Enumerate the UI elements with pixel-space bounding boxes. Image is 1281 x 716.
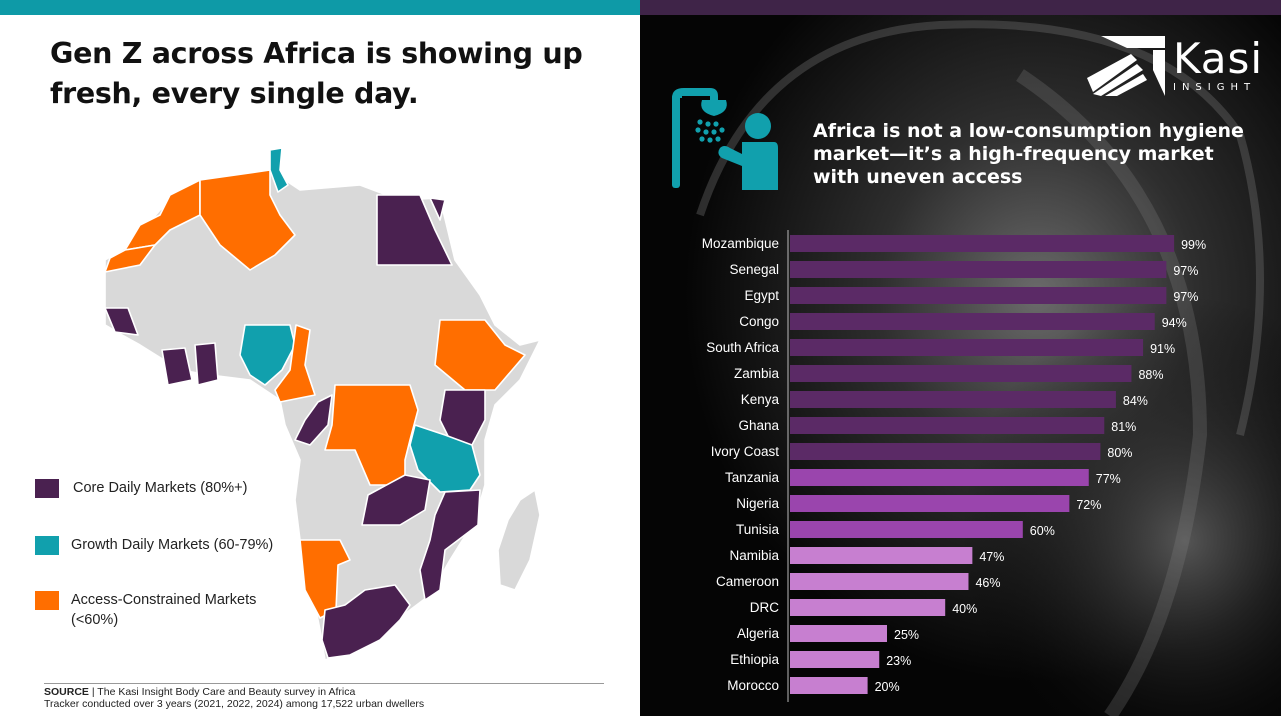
bar-kenya [790,391,1116,408]
category-label: Kenya [741,392,780,407]
value-label: 84% [1123,394,1148,408]
bar-algeria [790,625,887,642]
category-label: Ethiopia [730,652,779,667]
legend-growth-daily: Growth Daily Markets (60-79%) [35,535,273,555]
map-algeria [199,169,296,271]
legend-core-daily: Core Daily Markets (80%+) [35,478,247,498]
shower-person-icon [672,88,778,190]
value-label: 23% [886,654,911,668]
category-label: Tanzania [725,470,780,485]
top-accent-bar [0,0,640,15]
category-label: Nigeria [736,496,779,511]
value-label: 46% [975,576,1000,590]
map-mozambique [419,489,481,601]
value-label: 25% [894,628,919,642]
category-label: Zambia [734,366,780,381]
kasi-logo: Kasi INSIGHT [1087,36,1277,100]
category-label: Senegal [729,262,779,277]
bar-mozambique [790,235,1175,252]
map-morocco-south [104,244,156,273]
bar-ghana [790,417,1105,434]
map-sinai [429,197,446,221]
value-label: 80% [1107,446,1132,460]
category-label: South Africa [706,340,779,355]
top-accent-bar-dark [640,0,1281,15]
value-label: 77% [1096,472,1121,486]
map-south-africa [321,584,411,659]
value-label: 72% [1076,498,1101,512]
category-label: DRC [750,600,779,615]
bar-tanzania [790,469,1089,486]
bar-senegal [790,261,1167,278]
logo-wordmark: Kasi [1173,34,1264,83]
bar-tunisia [790,521,1023,538]
bar-south-africa [790,339,1144,356]
chart-title: Africa is not a low-consumption hygiene … [813,120,1244,188]
value-label: 91% [1150,342,1175,356]
headline: Gen Z across Africa is showing up fresh,… [50,37,583,110]
legend-access-constrained: Access-Constrained Markets (<60%) [35,590,281,630]
bar-nigeria [790,495,1070,512]
category-label: Ghana [738,418,779,433]
value-label: 47% [979,550,1004,564]
source-divider [44,683,604,684]
bar-egypt [790,287,1167,304]
right-panel: Kasi INSIGHT Africa is not a low-consump… [640,0,1281,716]
category-label: Morocco [727,678,779,693]
value-label: 40% [952,602,977,616]
category-label: Cameroon [716,574,779,589]
bar-congo [790,313,1155,330]
logo-subtitle: INSIGHT [1173,82,1257,93]
source-text: | The Kasi Insight Body Care and Beauty … [88,686,356,698]
legend-swatch-core [35,479,59,498]
category-label: Mozambique [702,236,779,251]
map-zambia [361,474,431,526]
map-nigeria [239,324,296,386]
source-note: SOURCE | The Kasi Insight Body Care and … [44,686,424,710]
legend-swatch-access [35,591,59,610]
value-label: 81% [1111,420,1136,434]
left-panel: Gen Z across Africa is showing up fresh,… [0,0,640,716]
category-label: Congo [739,314,779,329]
map-tunisia [269,147,289,193]
value-label: 88% [1138,368,1163,382]
bar-cameroon [790,573,969,590]
value-label: 94% [1162,316,1187,330]
map-ethiopia [434,319,526,391]
legend-label-growth: Growth Daily Markets (60-79%) [71,537,274,553]
map-ghana [194,342,219,386]
category-label: Egypt [744,288,779,303]
bar-ivory-coast [790,443,1101,460]
value-label: 97% [1173,264,1198,278]
category-label: Tunisia [736,522,780,537]
map-madagascar [497,489,541,591]
bar-morocco [790,677,868,694]
legend-swatch-growth [35,536,59,555]
map-congo [294,394,333,446]
legend-label-core: Core Daily Markets (80%+) [73,480,248,496]
source-label: SOURCE [44,686,89,698]
map-senegal [104,307,139,336]
category-label: Algeria [737,626,780,641]
source-line2: Tracker conducted over 3 years (2021, 20… [44,698,425,710]
map-cameroon [274,324,316,403]
value-label: 60% [1030,524,1055,538]
value-label: 97% [1173,290,1198,304]
map-ivory-coast [161,347,193,386]
bar-zambia [790,365,1132,382]
bar-namibia [790,547,973,564]
map-namibia [299,539,351,619]
map-egypt [376,194,453,266]
value-label: 99% [1181,238,1206,252]
bar-drc [790,599,946,616]
value-label: 20% [875,680,900,694]
legend-label-access: Access-Constrained Markets (<60%) [71,592,257,628]
kasi-logo-mark-icon [1087,36,1165,96]
category-label: Ivory Coast [711,444,780,459]
category-label: Namibia [729,548,779,563]
africa-map [104,147,541,661]
bar-ethiopia [790,651,880,668]
bar-chart: Mozambique 99% Senegal 97% Egypt 97% Congo 94% S… [702,230,1206,702]
